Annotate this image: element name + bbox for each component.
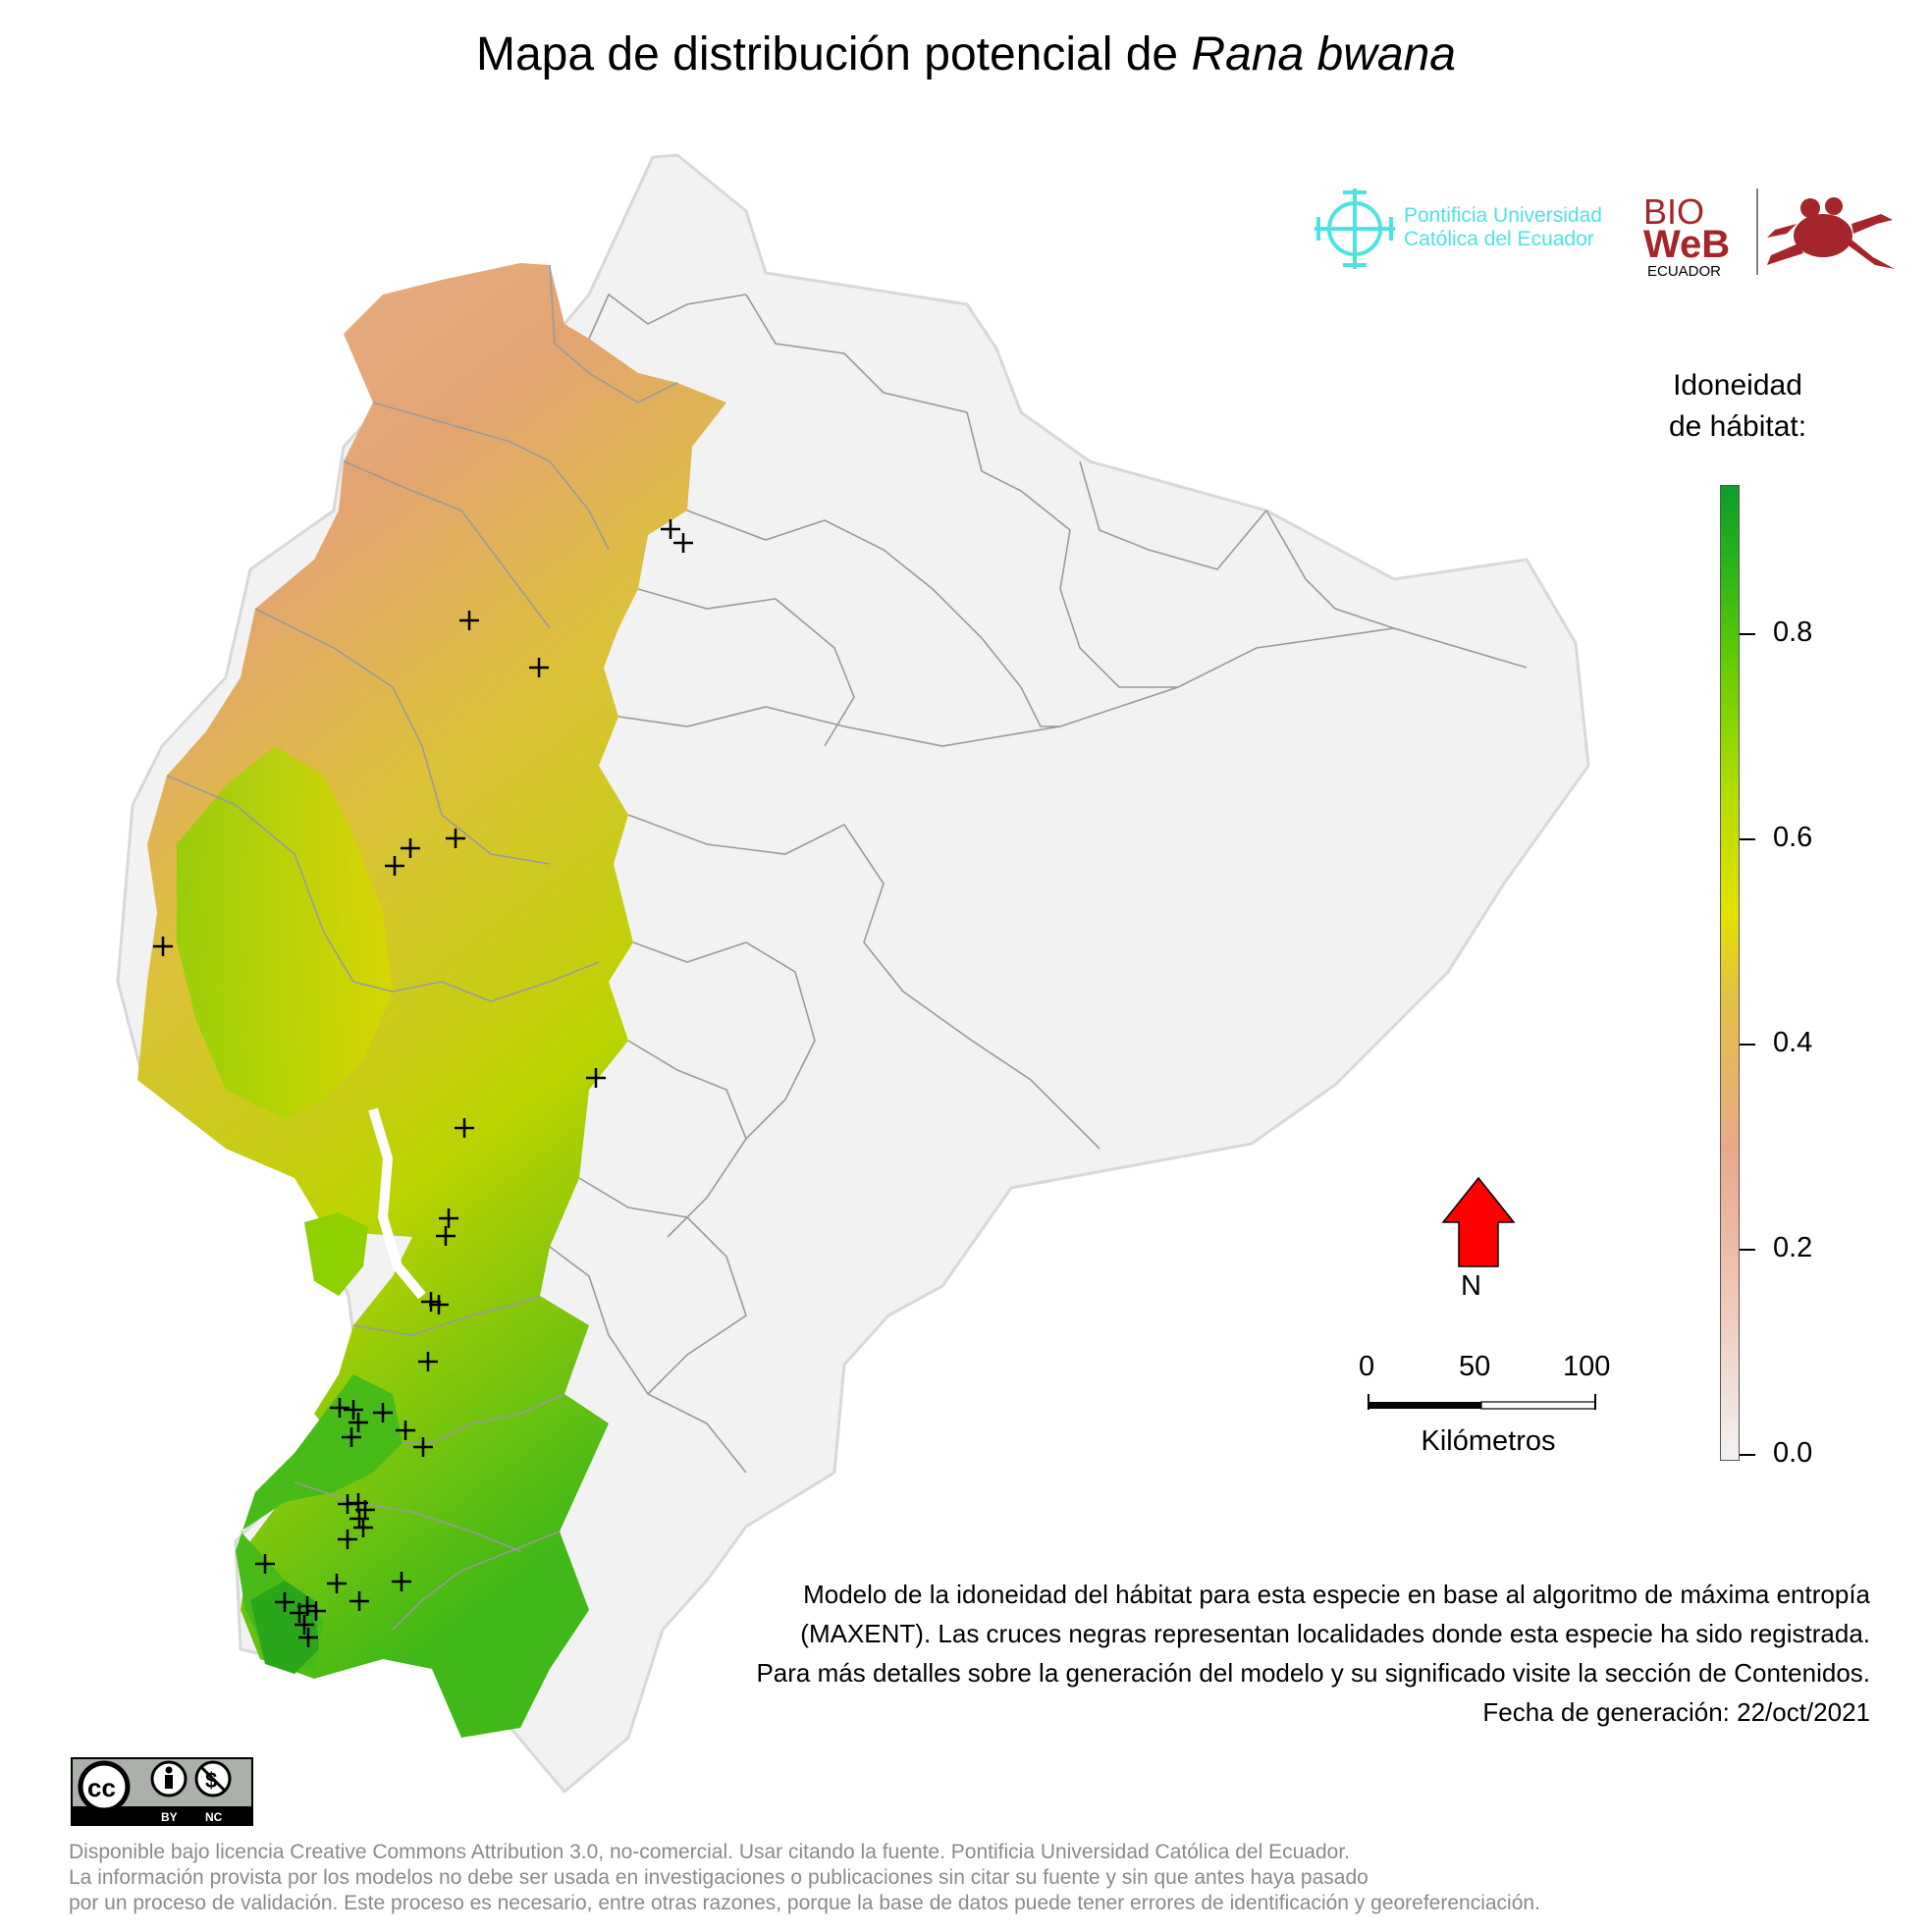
scale-label-50: 50 xyxy=(1459,1351,1491,1382)
high-suitability-southwest xyxy=(250,1581,319,1674)
scale-unit: Kilómetros xyxy=(1421,1425,1556,1457)
occurrence-cross xyxy=(429,1295,449,1315)
habitat-suitability-area xyxy=(137,263,726,1738)
occurrence-cross xyxy=(295,1615,314,1635)
gulf-of-guayaquil xyxy=(108,1080,324,1286)
occurrence-cross xyxy=(421,1292,441,1312)
occurrence-cross xyxy=(455,1118,474,1138)
occurrence-cross xyxy=(153,937,173,956)
bioweb-web-text: WeB xyxy=(1643,223,1730,266)
svg-text:cc: cc xyxy=(87,1773,116,1802)
occurrence-cross xyxy=(327,1574,347,1593)
map-description: Modelo de la idoneidad del hábitat para … xyxy=(756,1580,1870,1727)
occurrence-cross xyxy=(353,1518,373,1537)
occurrence-cross xyxy=(436,1226,456,1246)
legend-tick-mark xyxy=(1740,1044,1755,1046)
occurrence-cross xyxy=(298,1628,318,1647)
legend-tick-mark xyxy=(1740,633,1755,635)
north-label: N xyxy=(1461,1270,1481,1302)
bioweb-bio-text: BIO xyxy=(1643,191,1704,232)
puce-line-1: Pontificia Universidad xyxy=(1404,204,1602,227)
scale-label-0: 0 xyxy=(1359,1351,1375,1382)
occurrence-cross xyxy=(297,1596,317,1616)
occurrence-cross xyxy=(255,1554,275,1574)
cc-by-label: BY xyxy=(161,1810,178,1824)
occurrence-cross xyxy=(459,611,479,630)
occurrence-cross xyxy=(396,1421,415,1440)
province-boundaries xyxy=(166,264,1528,1631)
occurrence-cross xyxy=(330,1398,349,1418)
legend-tick-mark xyxy=(1740,1454,1755,1456)
occurrence-cross xyxy=(392,1572,411,1591)
legend-title: Idoneidad de hábitat: xyxy=(1630,365,1846,448)
occurrence-cross xyxy=(349,1591,369,1611)
occurrence-cross xyxy=(338,1530,357,1549)
footer-line-3: por un proceso de validación. Este proce… xyxy=(69,1892,1540,1914)
occurrence-cross xyxy=(661,519,680,539)
scale-label-100: 100 xyxy=(1563,1351,1611,1382)
legend-tick-label: 0.6 xyxy=(1773,822,1813,853)
legend-tick-label: 0.0 xyxy=(1773,1437,1813,1469)
license-footer: Disponible bajo licencia Creative Common… xyxy=(69,1840,1914,1916)
legend-tick-mark xyxy=(1740,1249,1755,1251)
map-title: Mapa de distribución potencial de Rana b… xyxy=(0,27,1932,81)
cc-nc-label: NC xyxy=(205,1810,223,1824)
legend-tick-label: 0.2 xyxy=(1773,1232,1813,1263)
occurrence-cross xyxy=(306,1601,326,1621)
occurrence-cross xyxy=(385,856,404,876)
cc-icon xyxy=(78,1760,131,1813)
occurrence-cross xyxy=(586,1068,606,1088)
occurrence-cross xyxy=(529,658,549,677)
map-title-species: Rana bwana xyxy=(1191,28,1456,80)
legend-title-line-1: Idoneidad xyxy=(1673,369,1802,402)
north-arrow-icon xyxy=(1441,1176,1516,1267)
occurrence-cross xyxy=(344,1400,363,1420)
occurrence-cross xyxy=(401,838,420,858)
high-suitability-coast xyxy=(177,746,393,1119)
bioweb-ecuador-text: ECUADOR xyxy=(1647,263,1721,280)
legend-title-line-2: de hábitat: xyxy=(1668,410,1807,443)
cc-license-badge: cc $ BY NC xyxy=(71,1757,253,1826)
map-title-prefix: Mapa de distribución potencial de xyxy=(476,28,1192,80)
puce-logo-text: Pontificia Universidad Católica del Ecua… xyxy=(1404,204,1602,251)
scale-bar xyxy=(1368,1394,1596,1410)
puce-logo-icon xyxy=(1315,188,1395,269)
legend-colorbar xyxy=(1720,485,1740,1461)
occurrence-cross xyxy=(439,1208,458,1228)
occurrence-cross xyxy=(349,1509,369,1529)
occurrence-cross xyxy=(349,1413,368,1432)
footer-line-2: La información provista por los modelos … xyxy=(69,1866,1368,1889)
occurrence-cross xyxy=(413,1437,433,1457)
occurrence-cross xyxy=(673,533,693,553)
occurrence-cross xyxy=(446,829,465,848)
occurrence-records xyxy=(153,519,693,1647)
occurrence-cross xyxy=(373,1403,393,1422)
occurrence-cross xyxy=(275,1592,295,1612)
puce-line-2: Católica del Ecuador xyxy=(1404,228,1594,250)
occurrence-cross xyxy=(418,1352,438,1371)
estuary-channel xyxy=(368,1107,426,1300)
legend-tick-label: 0.8 xyxy=(1773,617,1813,648)
occurrence-cross xyxy=(342,1427,361,1447)
puna-island xyxy=(304,1212,368,1296)
frog-icon xyxy=(1767,197,1895,269)
bioweb-logo: BIO WeB ECUADOR xyxy=(1643,188,1895,280)
legend-tick-label: 0.4 xyxy=(1773,1027,1813,1058)
legend-tick-mark xyxy=(1740,838,1755,840)
footer-line-1: Disponible bajo licencia Creative Common… xyxy=(69,1841,1350,1863)
